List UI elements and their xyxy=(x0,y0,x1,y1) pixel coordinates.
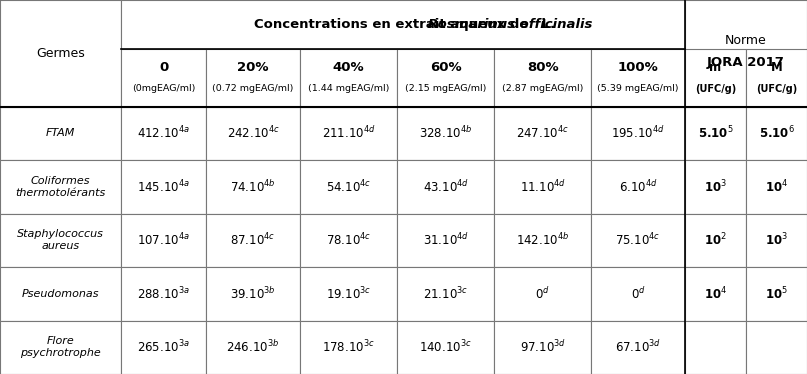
Text: 288.10$^{3a}$: 288.10$^{3a}$ xyxy=(137,285,190,302)
Text: M: M xyxy=(771,61,782,74)
Text: Flore
psychrotrophe: Flore psychrotrophe xyxy=(20,337,101,358)
Text: 20%: 20% xyxy=(237,61,269,74)
Text: 43.10$^{4d}$: 43.10$^{4d}$ xyxy=(423,179,469,195)
Bar xyxy=(746,214,807,267)
Text: L.: L. xyxy=(537,18,555,31)
Text: Pseudomonas: Pseudomonas xyxy=(22,289,99,299)
Bar xyxy=(685,107,746,160)
Text: 10$^{5}$: 10$^{5}$ xyxy=(765,285,788,302)
Text: 5.10$^{6}$: 5.10$^{6}$ xyxy=(759,125,794,142)
Text: 0: 0 xyxy=(159,61,168,74)
Text: 5.10$^{5}$: 5.10$^{5}$ xyxy=(697,125,733,142)
Text: (2.15 mgEAG/ml): (2.15 mgEAG/ml) xyxy=(405,84,487,94)
Text: Concentrations en extrait aqueux de: Concentrations en extrait aqueux de xyxy=(254,18,529,31)
Text: 60%: 60% xyxy=(430,61,462,74)
Text: (0.72 mgEAG/ml): (0.72 mgEAG/ml) xyxy=(212,84,294,94)
Text: 328.10$^{4b}$: 328.10$^{4b}$ xyxy=(419,125,472,141)
Text: 40%: 40% xyxy=(332,61,365,74)
Text: 247.10$^{4c}$: 247.10$^{4c}$ xyxy=(516,125,569,142)
Text: 412.10$^{4a}$: 412.10$^{4a}$ xyxy=(137,125,190,142)
Text: (2.87 mgEAG/ml): (2.87 mgEAG/ml) xyxy=(502,84,583,94)
Text: m: m xyxy=(709,61,721,74)
Text: JORA 2017: JORA 2017 xyxy=(707,56,785,69)
Text: 74.10$^{4b}$: 74.10$^{4b}$ xyxy=(230,179,276,195)
Bar xyxy=(746,49,807,107)
Text: 10$^{4}$: 10$^{4}$ xyxy=(765,178,788,195)
Text: 10$^{4}$: 10$^{4}$ xyxy=(704,285,727,302)
Bar xyxy=(746,321,807,374)
Bar xyxy=(746,107,807,160)
Bar xyxy=(685,160,746,214)
Text: 211.10$^{4d}$: 211.10$^{4d}$ xyxy=(322,125,375,141)
Bar xyxy=(685,267,746,321)
Text: 100%: 100% xyxy=(617,61,659,74)
Text: Staphylococcus
aureus: Staphylococcus aureus xyxy=(17,230,104,251)
Text: 10$^{3}$: 10$^{3}$ xyxy=(704,178,727,195)
Text: Coliformes
thermotolérants: Coliformes thermotolérants xyxy=(15,176,106,197)
Bar xyxy=(685,321,746,374)
Text: 142.10$^{4b}$: 142.10$^{4b}$ xyxy=(516,232,570,248)
Text: FTAM: FTAM xyxy=(46,128,75,138)
Text: 78.10$^{4c}$: 78.10$^{4c}$ xyxy=(326,232,371,249)
Text: 6.10$^{4d}$: 6.10$^{4d}$ xyxy=(619,179,658,195)
Text: Germes: Germes xyxy=(36,47,85,60)
Text: 246.10$^{3b}$: 246.10$^{3b}$ xyxy=(226,339,280,355)
Text: 195.10$^{4d}$: 195.10$^{4d}$ xyxy=(611,125,665,141)
Text: 0$^{d}$: 0$^{d}$ xyxy=(630,286,646,302)
Text: 31.10$^{4d}$: 31.10$^{4d}$ xyxy=(423,232,469,248)
Text: Norme: Norme xyxy=(725,34,767,47)
Text: (UFC/g): (UFC/g) xyxy=(695,84,736,94)
Text: 19.10$^{3c}$: 19.10$^{3c}$ xyxy=(326,285,371,302)
Text: 242.10$^{4c}$: 242.10$^{4c}$ xyxy=(227,125,279,142)
Text: 11.10$^{4d}$: 11.10$^{4d}$ xyxy=(520,179,566,195)
Text: (UFC/g): (UFC/g) xyxy=(756,84,797,94)
Text: (1.44 mgEAG/ml): (1.44 mgEAG/ml) xyxy=(308,84,389,94)
Text: 80%: 80% xyxy=(527,61,558,74)
Text: 107.10$^{4a}$: 107.10$^{4a}$ xyxy=(137,232,190,249)
Bar xyxy=(685,49,746,107)
Text: 67.10$^{3d}$: 67.10$^{3d}$ xyxy=(615,339,661,355)
Bar xyxy=(746,160,807,214)
Text: 10$^{2}$: 10$^{2}$ xyxy=(704,232,727,249)
Text: (5.39 mgEAG/ml): (5.39 mgEAG/ml) xyxy=(597,84,679,94)
Text: 75.10$^{4c}$: 75.10$^{4c}$ xyxy=(616,232,661,249)
Text: 97.10$^{3d}$: 97.10$^{3d}$ xyxy=(520,339,566,355)
Text: 0$^{d}$: 0$^{d}$ xyxy=(535,286,550,302)
Text: 10$^{3}$: 10$^{3}$ xyxy=(765,232,788,249)
Text: 265.10$^{3a}$: 265.10$^{3a}$ xyxy=(137,339,190,356)
Text: 140.10$^{3c}$: 140.10$^{3c}$ xyxy=(420,339,472,356)
Text: 145.10$^{4a}$: 145.10$^{4a}$ xyxy=(137,178,190,195)
Text: 178.10$^{3c}$: 178.10$^{3c}$ xyxy=(322,339,375,356)
Bar xyxy=(746,267,807,321)
Text: Rosmarinus officinalis: Rosmarinus officinalis xyxy=(428,18,592,31)
Text: 87.10$^{4c}$: 87.10$^{4c}$ xyxy=(230,232,276,249)
Bar xyxy=(685,214,746,267)
Text: (0mgEAG/ml): (0mgEAG/ml) xyxy=(132,84,195,94)
Text: 39.10$^{3b}$: 39.10$^{3b}$ xyxy=(230,286,276,302)
Text: 54.10$^{4c}$: 54.10$^{4c}$ xyxy=(326,178,371,195)
Text: 21.10$^{3c}$: 21.10$^{3c}$ xyxy=(423,285,468,302)
